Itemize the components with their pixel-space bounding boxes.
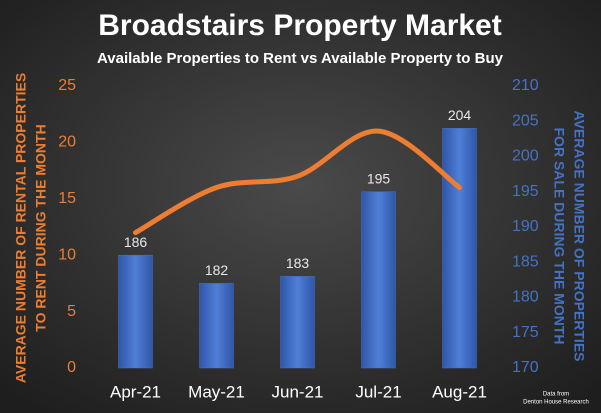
x-tick-label: Apr-21 bbox=[110, 382, 161, 401]
line bbox=[133, 128, 462, 236]
x-tick-label: Jul-21 bbox=[355, 382, 401, 401]
y2-tick-label: 190 bbox=[512, 218, 539, 235]
data-label: 182 bbox=[205, 262, 229, 278]
y2-tick-label: 210 bbox=[512, 77, 539, 94]
bar bbox=[361, 191, 396, 369]
bar bbox=[118, 254, 153, 369]
y-axis-title-line: TO RENT DURING THE MONTH bbox=[33, 124, 49, 331]
y2-tick-label: 175 bbox=[512, 324, 539, 341]
y2-axis-title-line: FOR SALE DURING THE MONTH bbox=[551, 128, 567, 345]
y2-axis-title: AVERAGE NUMBER OF PROPERTIES FOR SALE DU… bbox=[551, 111, 587, 362]
bar bbox=[442, 128, 477, 369]
source-note: Denton House Research bbox=[523, 400, 589, 406]
data-label: 183 bbox=[286, 255, 310, 271]
data-label: 186 bbox=[124, 234, 148, 250]
y2-tick-label: 205 bbox=[512, 112, 539, 129]
chart-title: Broadstairs Property Market bbox=[98, 9, 501, 42]
y2-tick-label: 200 bbox=[512, 148, 539, 165]
x-tick-label: May-21 bbox=[188, 382, 245, 401]
bar bbox=[280, 276, 315, 369]
y-axis-title: AVERAGE NUMBER OF RENTAL PROPERTIES TO R… bbox=[13, 73, 49, 383]
chart-subtitle: Available Properties to Rent vs Availabl… bbox=[97, 50, 504, 67]
source-note: Data from bbox=[543, 392, 569, 398]
y2-tick-label: 185 bbox=[512, 253, 539, 270]
data-label: 195 bbox=[367, 170, 391, 186]
x-tick-label: Jun-21 bbox=[272, 382, 324, 401]
y-axis-title-line: AVERAGE NUMBER OF RENTAL PROPERTIES bbox=[13, 73, 29, 383]
x-tick-label: Aug-21 bbox=[432, 382, 487, 401]
y-tick-label: 10 bbox=[58, 246, 76, 263]
y2-tick-label: 195 bbox=[512, 183, 539, 200]
data-label: 204 bbox=[448, 107, 472, 123]
y-tick-label: 15 bbox=[58, 190, 76, 207]
y2-axis-title-line: AVERAGE NUMBER OF PROPERTIES bbox=[571, 111, 587, 362]
y-tick-label: 20 bbox=[58, 134, 76, 151]
y2-tick-label: 170 bbox=[512, 359, 539, 376]
y-tick-label: 0 bbox=[67, 359, 76, 376]
y-tick-label: 5 bbox=[67, 303, 76, 320]
y-tick-label: 25 bbox=[58, 77, 76, 94]
y2-tick-label: 180 bbox=[512, 289, 539, 306]
bar bbox=[199, 283, 234, 369]
